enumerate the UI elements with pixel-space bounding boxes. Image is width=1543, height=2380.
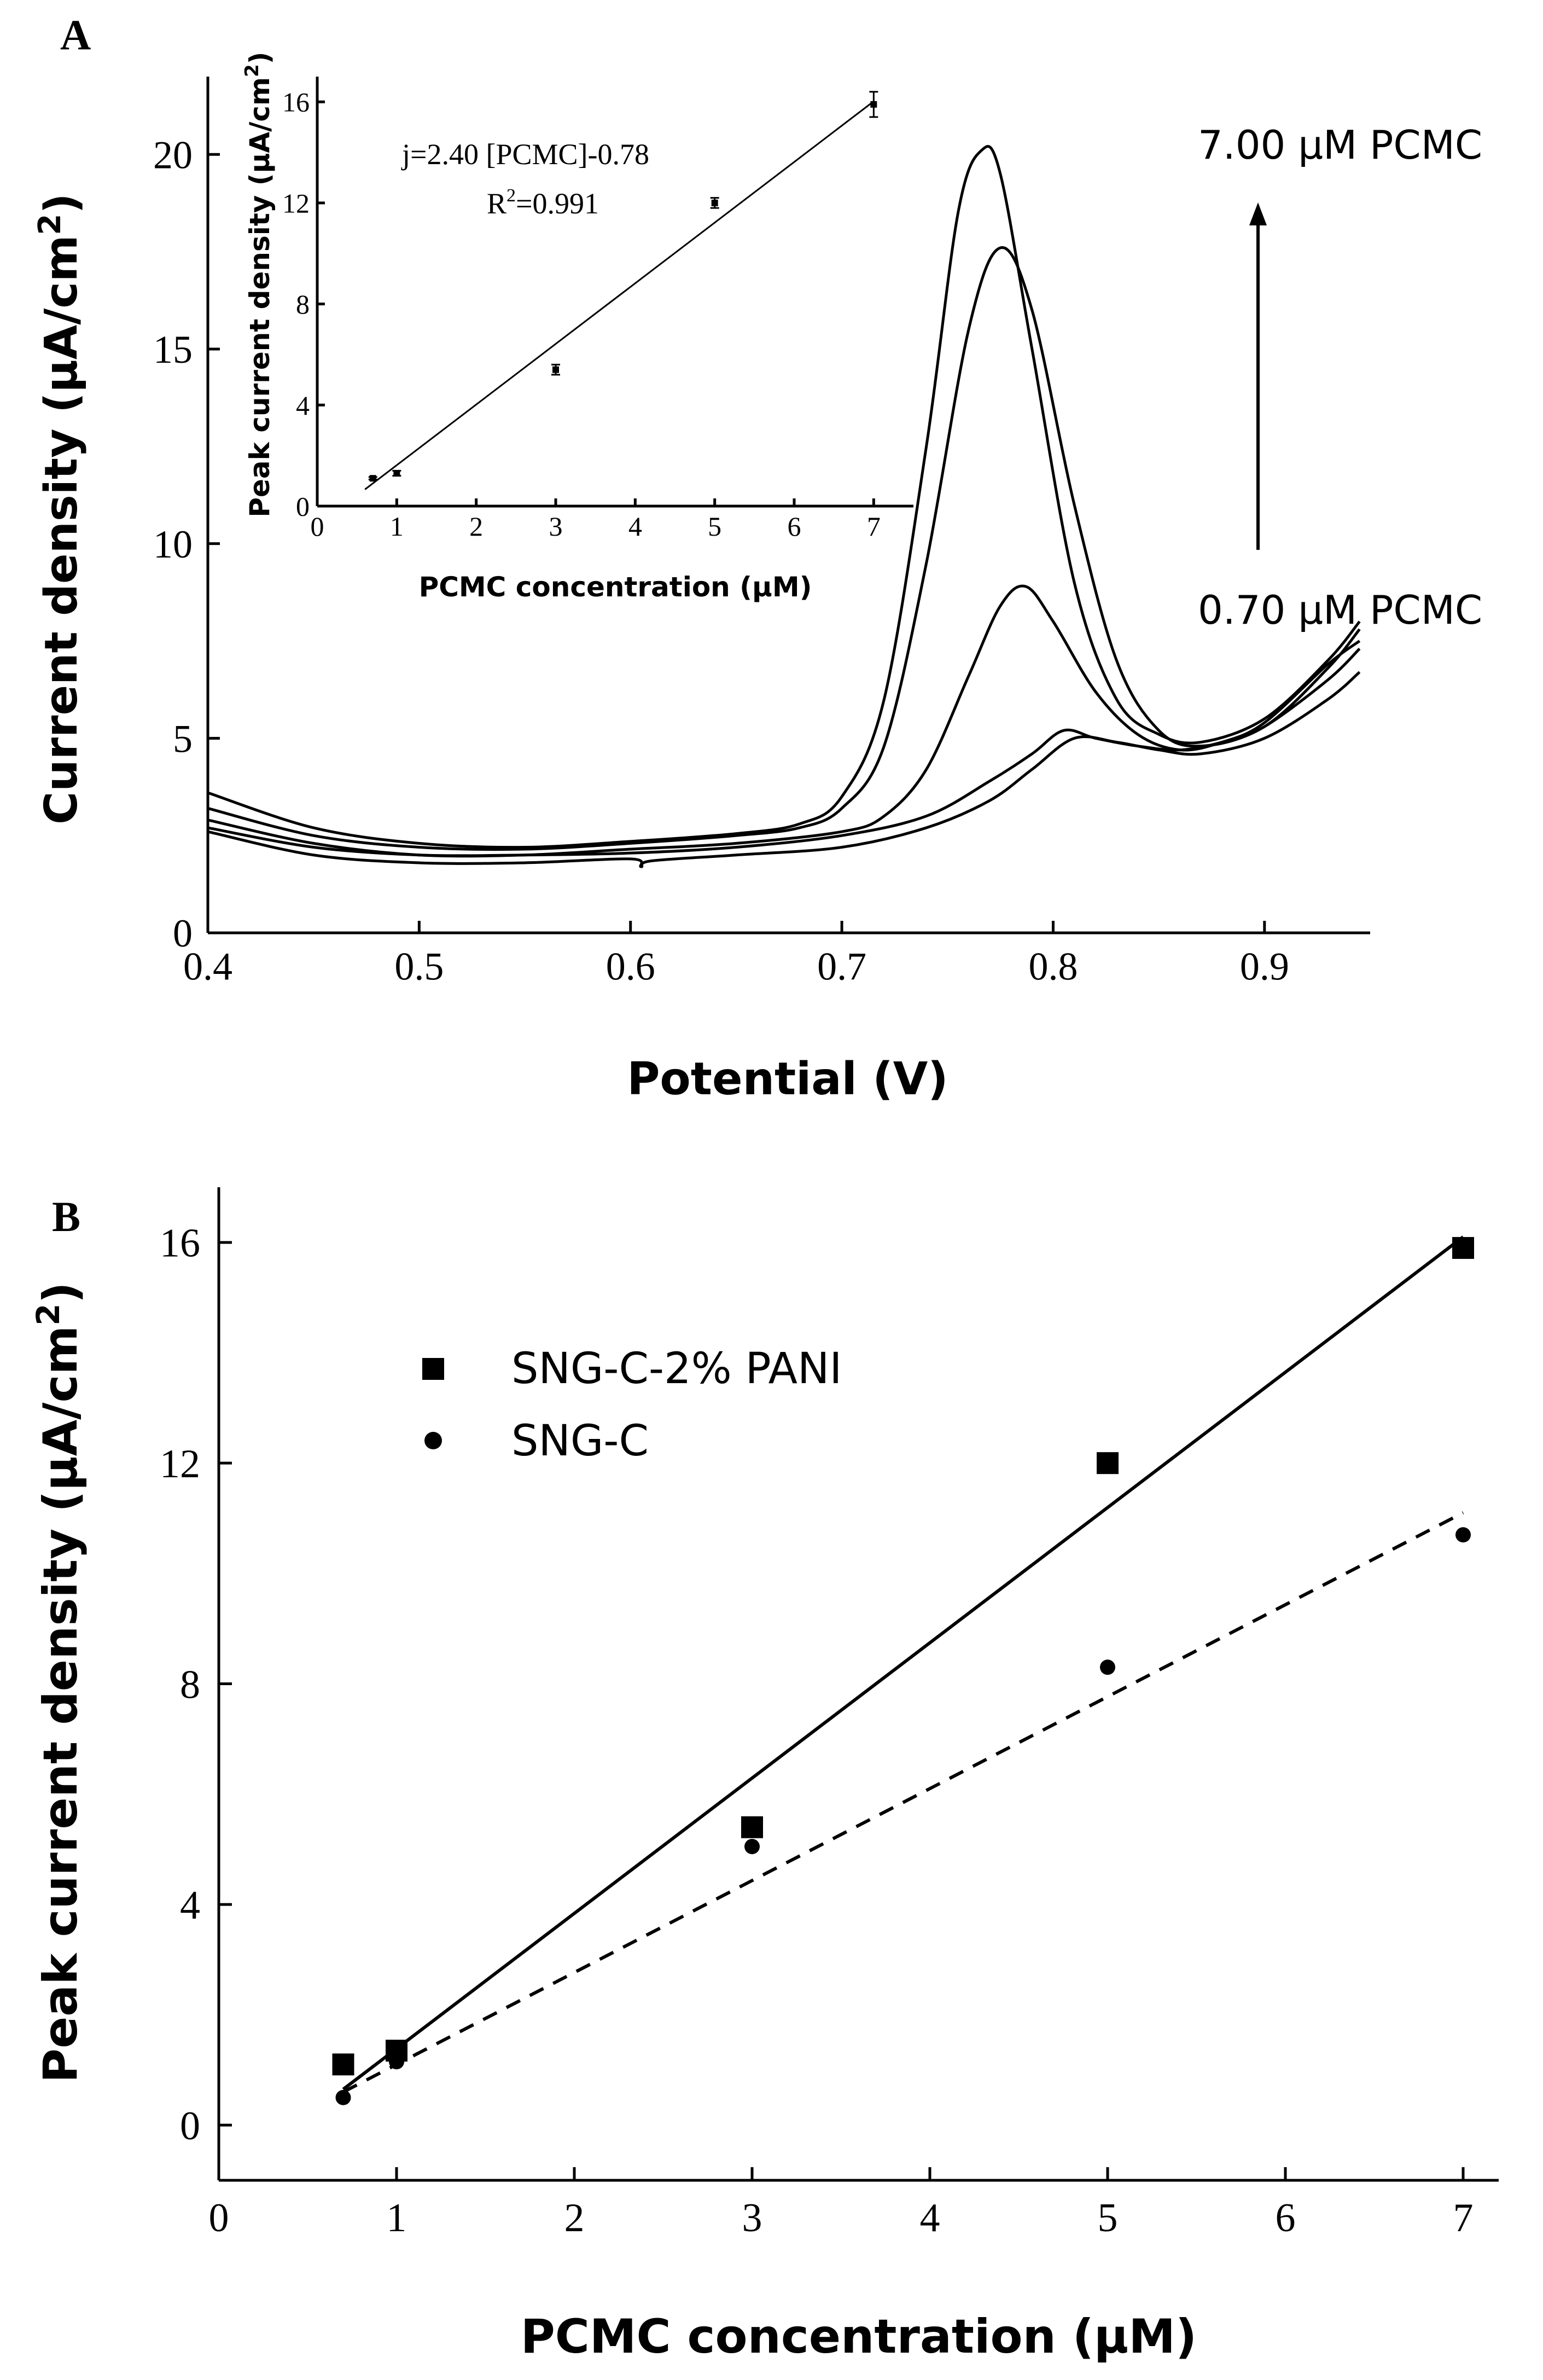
inset-point	[870, 101, 877, 108]
fit-line-sngc	[342, 1511, 1464, 2094]
inset-plot	[364, 91, 878, 490]
x-tick-label: 6	[788, 511, 801, 542]
point-sngc	[1455, 1527, 1471, 1543]
x-tick-label: 4	[628, 511, 642, 542]
x-tick-label: 2	[469, 511, 483, 542]
y-tick-label: 0	[296, 491, 310, 522]
x-tick-label: 7	[867, 511, 881, 542]
inset-point	[552, 366, 559, 373]
inset-point	[711, 199, 718, 206]
x-tick-label: 2	[564, 2196, 585, 2240]
inset-y-axis-title: Peak current density (μA/cm2)	[241, 51, 276, 517]
panel-a-x-ticks: 0.4 0.5 0.6 0.7 0.8 0.9	[183, 921, 1289, 989]
y-tick-label: 15	[153, 328, 193, 371]
voltammogram-0	[207, 145, 1361, 849]
y-tick-label: 4	[296, 390, 310, 421]
y-tick-label: 16	[160, 1221, 200, 1266]
x-tick-label: 3	[549, 511, 563, 542]
inset-y-ticks: 0 4 8 12 16	[282, 87, 325, 522]
inset-x-axis-title: PCMC concentration (μM)	[419, 571, 812, 603]
voltammogram-4	[207, 671, 1361, 868]
point-pani	[1097, 1452, 1119, 1475]
point-pani	[332, 2053, 354, 2076]
point-sngc	[389, 2054, 404, 2070]
x-tick-label: 4	[920, 2196, 940, 2240]
panel-a-y-ticks: 0 5 10 15 20	[153, 133, 220, 955]
panel-a-y-axis-title: Current density (μA/cm2)	[32, 193, 88, 825]
x-tick-label: 0.7	[817, 945, 866, 989]
panel-b-x-ticks: 0 1 2 3 4 5 6 7	[209, 2167, 1474, 2240]
x-tick-label: 7	[1453, 2196, 1474, 2240]
annotation-top: 7.00 μM PCMC	[1198, 122, 1482, 168]
legend: SNG-C-2% PANI SNG-C	[422, 1344, 842, 1466]
inset-axes	[316, 77, 913, 508]
x-tick-label: 0	[311, 511, 324, 542]
voltammogram-1	[207, 246, 1361, 851]
y-tick-label: 8	[296, 289, 310, 320]
x-tick-label: 0.4	[183, 945, 232, 989]
x-tick-label: 0.8	[1028, 945, 1078, 989]
legend-marker-circle	[424, 1432, 442, 1449]
x-tick-label: 6	[1276, 2196, 1296, 2240]
panel-a-curves	[207, 145, 1361, 868]
voltammogram-3	[207, 647, 1361, 857]
x-tick-label: 1	[390, 511, 404, 542]
inset-fit-line	[364, 101, 875, 490]
legend-label-sngc: SNG-C	[511, 1417, 649, 1466]
y-tick-label: 10	[153, 523, 193, 566]
panel-b-y-ticks: 0 4 8 12 16	[160, 1221, 232, 2149]
r-squared: R2=0.991	[487, 185, 599, 220]
panel-a-axes	[206, 77, 1370, 934]
y-tick-label: 5	[173, 717, 193, 761]
y-tick-label: 8	[180, 1662, 200, 1707]
annotation-bottom: 0.70 μM PCMC	[1198, 587, 1482, 633]
y-tick-label: 0	[173, 912, 193, 955]
point-sngc	[335, 2089, 351, 2105]
y-tick-label: 4	[180, 1883, 200, 1928]
panel-a-x-axis-title: Potential (V)	[627, 1053, 948, 1105]
point-sngc	[744, 1838, 760, 1854]
increase-arrow-head	[1249, 202, 1267, 225]
x-tick-label: 0.9	[1240, 945, 1289, 989]
y-tick-label: 12	[160, 1442, 200, 1487]
inset-x-ticks: 0 1 2 3 4 5 6 7	[311, 498, 881, 542]
fit-equation: j=2.40 [PCMC]-0.78	[401, 138, 649, 171]
inset-point	[369, 475, 376, 482]
x-tick-label: 1	[387, 2196, 407, 2240]
panel-a-label: A	[60, 11, 91, 59]
x-tick-label: 0	[209, 2196, 229, 2240]
y-tick-label: 16	[282, 87, 310, 118]
fit-line-pani	[342, 1235, 1464, 2091]
panel-b-y-axis-title: Peak current density (μA/cm2)	[30, 1282, 88, 2083]
legend-label-pani: SNG-C-2% PANI	[511, 1344, 842, 1394]
y-tick-label: 20	[153, 133, 193, 177]
point-pani	[1452, 1237, 1474, 1259]
x-tick-label: 0.5	[394, 945, 444, 989]
point-pani	[741, 1816, 763, 1838]
panel-b-plot	[332, 1235, 1474, 2105]
panel-b-label: B	[52, 1193, 80, 1240]
x-tick-label: 3	[742, 2196, 762, 2240]
x-tick-label: 5	[1098, 2196, 1118, 2240]
panel-b-x-axis-title: PCMC concentration (μM)	[521, 2309, 1197, 2364]
x-tick-label: 5	[708, 511, 721, 542]
y-tick-label: 0	[180, 2104, 200, 2149]
x-tick-label: 0.6	[606, 945, 655, 989]
legend-marker-square	[422, 1358, 444, 1380]
inset-point	[393, 469, 400, 477]
point-sngc	[1100, 1659, 1115, 1675]
y-tick-label: 12	[282, 188, 310, 218]
